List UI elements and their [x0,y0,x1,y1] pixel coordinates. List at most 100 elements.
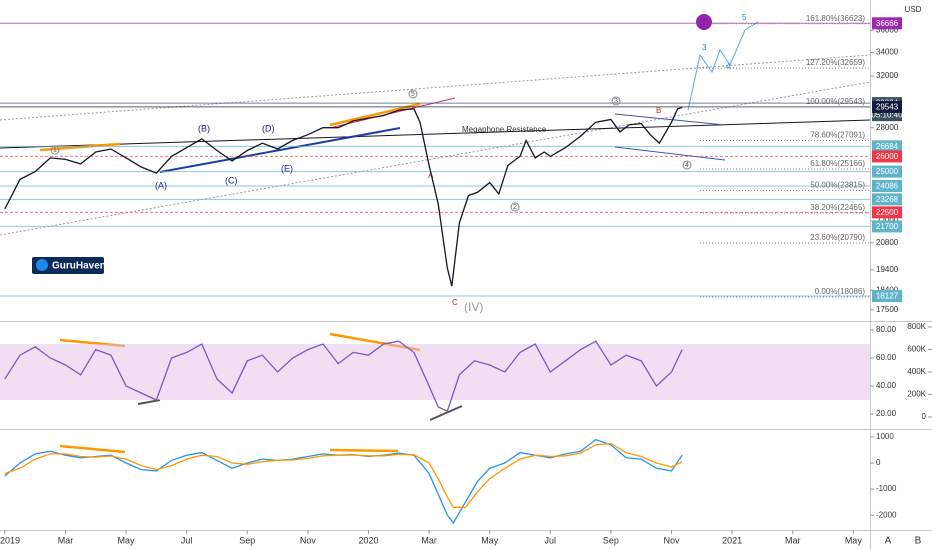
logo-text: GuruHaven [52,261,106,272]
x-tick-label: May [481,535,499,545]
y-tick-label: 34000 [876,48,899,57]
price-tag-label: 26684 [876,142,899,151]
wave-label: 3 [702,43,707,52]
y2-tick-label: 200K [907,390,926,399]
x-tick-label: 2021 [722,535,742,545]
y-tick-label: 1000 [876,432,894,441]
price-tag [872,290,902,303]
wave-label: (A) [155,180,167,190]
y-tick-label: 36000 [876,26,899,35]
fib-label: 0.00%(18086) [815,287,866,296]
scale-button[interactable]: A [885,536,892,547]
fib-label: 38.20%(22465) [810,203,865,212]
y-tick-label: 17500 [876,305,899,314]
divergence-line [59,444,126,454]
y-tick-label: 40.00 [876,381,897,390]
wave-circle [510,202,520,212]
x-tick-label: Sep [239,535,255,545]
wave-label: (C) [225,175,238,185]
price-tag [872,150,902,163]
wave-circle [408,89,418,99]
x-tick-label: Sep [603,535,619,545]
x-tick-label: Jul [181,535,193,545]
wave-label: C [452,298,458,307]
y2-tick-label: 800K [907,322,926,331]
x-tick-label: May [845,535,863,545]
series-line [4,106,683,287]
x-tick-label: Mar [785,535,801,545]
y2-tick-label: 400K [907,367,926,376]
divergence-line [429,405,463,421]
price-tag [872,180,902,193]
fib-label: 161.80%(36623) [806,14,865,23]
countdown: 05:10:40 [871,111,903,120]
x-tick-label: Nov [300,535,317,545]
fib-label: 78.60%(27091) [810,131,865,140]
y-tick-label: -1000 [876,484,897,493]
price-tag [872,17,902,30]
scale-button[interactable]: B [915,536,922,547]
currency: USD [905,5,922,14]
x-tick-label: 2020 [358,535,378,545]
y-tick-label: 32000 [876,71,899,80]
y-tick-label: 28000 [876,123,899,132]
rsi-band [0,344,870,400]
trendline [159,127,401,173]
trendline [329,102,421,127]
price-tag-label: 29543 [876,103,899,112]
price-tag [872,193,902,206]
wave-label: (D) [262,123,275,133]
wave-circle [682,160,692,170]
fib-label: 127.20%(32659) [806,58,865,67]
wave-label: B [656,106,661,115]
price-tag [872,100,902,113]
y-tick-label: 19400 [876,265,899,274]
y-tick-label: 60.00 [876,353,897,362]
price-tag-label: 22500 [876,208,899,217]
divergence-line [329,448,399,453]
wave-label: (E) [281,163,293,173]
wave-circle [611,96,621,106]
price-tag [872,220,902,233]
wave-label: 2 [513,204,517,211]
series-line [4,442,683,508]
x-tick-label: May [118,535,136,545]
y-tick-label: 80.00 [876,325,897,334]
y2-tick-label: 0 [922,412,927,421]
fib-label: 61.80%(25166) [810,159,865,168]
trendline [0,54,871,121]
fib-label: 100.00%(29543) [806,97,865,106]
price-tag-label: 18127 [876,292,899,301]
price-tag-label: 36666 [876,19,899,28]
price-tag [872,140,902,153]
y-tick-label: -2000 [876,510,897,519]
annotation: Megaphone Resistance [462,125,547,134]
price-tag-label: 23268 [876,195,899,204]
y-tick-label: 20800 [876,238,899,247]
x-tick-label: Jul [545,535,557,545]
x-tick-label: 2019 [0,535,20,545]
price-tag-label: 21700 [876,222,899,231]
devil-icon [696,14,712,30]
trendline [39,142,121,152]
y-tick-label: 18400 [876,285,899,294]
trendline [614,146,726,161]
y-tick-label: 0 [876,458,881,467]
price-tag-label: 24086 [876,182,899,191]
price-tag-label: 25000 [876,167,899,176]
logo-badge [32,257,104,274]
y-tick-label: 20.00 [876,409,897,418]
x-tick-label: Mar [58,535,74,545]
fib-label: 50.00%(23815) [810,180,865,189]
wave-label: 5 [742,13,747,22]
wave-label: 5 [411,91,415,98]
price-tag [872,165,902,178]
wave-label: 1 [53,147,57,154]
trendline [614,113,726,126]
series-line [4,340,683,413]
wave-label: 4 [726,62,731,71]
logo-icon [36,259,48,271]
